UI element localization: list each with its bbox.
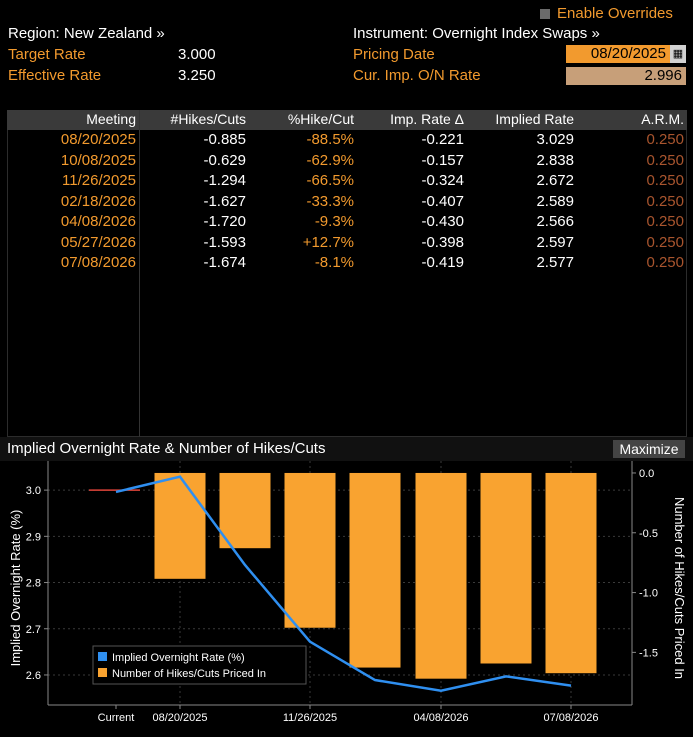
col-meeting-cell[interactable]: 11/26/2025 (62, 172, 136, 189)
instrument-selector[interactable]: Instrument: Overnight Index Swaps » (353, 25, 600, 42)
right-tick-label: -1.5 (639, 647, 658, 659)
onrate-input[interactable]: 2.996 (566, 67, 686, 85)
x-tick-label: Current (98, 712, 135, 724)
col-pct-hike-cut-cell: -9.3% (314, 213, 354, 230)
legend-box (92, 645, 307, 685)
legend-swatch-bar (98, 668, 107, 677)
legend-label-bar: Number of Hikes/Cuts Priced In (112, 668, 266, 680)
left-tick-label: 2.7 (26, 624, 41, 636)
x-tick-label: 08/20/2025 (152, 712, 207, 724)
col-imp-rate-delta-cell: -0.407 (421, 192, 464, 210)
col-meeting-cell[interactable]: 10/08/2025 (60, 151, 136, 169)
col-hikes-cuts-cell: -1.720 (203, 213, 246, 230)
col-imp-rate-delta-cell: -0.324 (421, 172, 464, 189)
col-arm-cell: 0.250 (646, 254, 684, 271)
col-arm-cell: 0.250 (646, 213, 684, 230)
col-pct-hike-cut-header[interactable]: %Hike/Cut (287, 111, 354, 127)
left-axis-title: Implied Overnight Rate (%) (8, 510, 23, 667)
region-selector[interactable]: Region: New Zealand » (8, 25, 165, 42)
right-tick-label: -1.0 (639, 588, 658, 600)
col-arm-cell: 0.250 (646, 192, 684, 210)
col-arm-cell: 0.250 (646, 131, 684, 148)
effective-rate-value: 3.250 (178, 67, 216, 84)
col-meeting-cell[interactable]: 07/08/2026 (60, 254, 136, 271)
col-implied-rate-cell: 2.589 (536, 192, 574, 210)
right-axis-title: Number of Hikes/Cuts Priced In (672, 497, 687, 679)
meetings-table (7, 110, 687, 437)
hikes-cuts-bar (545, 472, 597, 674)
col-imp-rate-delta-cell: -0.157 (421, 151, 464, 169)
left-tick-label: 2.8 (26, 578, 41, 590)
col-arm-header[interactable]: A.R.M. (641, 111, 684, 127)
col-meeting-cell[interactable]: 08/20/2025 (60, 131, 136, 148)
col-imp-rate-delta-header[interactable]: Imp. Rate Δ (390, 111, 464, 127)
x-tick-label: 07/08/2026 (543, 712, 598, 724)
x-tick-label: 04/08/2026 (413, 712, 468, 724)
hikes-cuts-bar (219, 472, 271, 549)
col-implied-rate-cell: 2.577 (536, 254, 574, 271)
col-pct-hike-cut-cell: -62.9% (306, 151, 354, 169)
col-meeting-header[interactable]: Meeting (86, 111, 136, 127)
left-tick-label: 3.0 (26, 485, 41, 497)
col-meeting-cell[interactable]: 02/18/2026 (60, 192, 136, 210)
col-pct-hike-cut-cell: -33.3% (306, 192, 354, 210)
rate-chart: 2.6 2.7 2.8 2.9 3.0 -1.5 -1.0 -0.5 0.0 Current 08/… (8, 461, 687, 724)
col-arm-cell: 0.250 (646, 151, 684, 169)
col-implied-rate-cell: 2.597 (536, 233, 574, 251)
col-pct-hike-cut-cell: -88.5% (306, 131, 354, 148)
col-arm-cell: 0.250 (646, 233, 684, 251)
hikes-cuts-bar (154, 472, 206, 579)
table-header (7, 110, 687, 130)
onrate-label: Cur. Imp. O/N Rate (353, 67, 481, 84)
col-pct-hike-cut-cell: +12.7% (302, 233, 354, 251)
target-rate-label: Target Rate (8, 46, 86, 63)
x-tick-label: 11/26/2025 (283, 712, 337, 724)
enable-overrides-checkbox[interactable] (540, 9, 550, 19)
hikes-cuts-bar (480, 472, 532, 664)
right-tick-label: -0.5 (639, 528, 658, 540)
col-arm-cell: 0.250 (646, 172, 684, 189)
col-hikes-cuts-header[interactable]: #Hikes/Cuts (170, 111, 246, 127)
left-tick-label: 2.6 (26, 670, 41, 682)
col-hikes-cuts-cell: -0.629 (203, 151, 246, 169)
col-imp-rate-delta-cell: -0.398 (421, 233, 464, 251)
enable-overrides-label[interactable]: Enable Overrides (557, 5, 673, 22)
right-tick-label: 0.0 (639, 468, 654, 480)
col-implied-rate-cell: 2.838 (536, 151, 574, 169)
column-divider (139, 110, 140, 437)
col-pct-hike-cut-cell: -8.1% (314, 254, 354, 271)
chart-header (0, 437, 693, 461)
legend-swatch-line (98, 652, 107, 661)
calendar-icon[interactable]: ▦ (670, 45, 686, 63)
chart-title: Implied Overnight Rate & Number of Hikes… (7, 440, 326, 457)
left-tick-label: 2.9 (26, 531, 41, 543)
col-pct-hike-cut-cell: -66.5% (306, 172, 354, 189)
col-hikes-cuts-cell: -1.294 (203, 172, 246, 189)
col-implied-rate-cell: 3.029 (536, 131, 574, 148)
col-hikes-cuts-cell: -1.593 (203, 233, 246, 251)
hikes-cuts-bar (415, 472, 467, 679)
hikes-cuts-bar (349, 472, 401, 668)
col-implied-rate-cell: 2.672 (536, 172, 574, 189)
maximize-button[interactable]: Maximize (613, 440, 685, 458)
col-imp-rate-delta-cell: -0.430 (421, 213, 464, 230)
col-implied-rate-header[interactable]: Implied Rate (495, 111, 574, 127)
col-implied-rate-cell: 2.566 (536, 213, 574, 230)
legend-label-line: Implied Overnight Rate (%) (112, 652, 245, 664)
chart-area: 2.6 2.7 2.8 2.9 3.0 -1.5 -1.0 -0.5 0.0 Current 08/… (0, 461, 693, 733)
pricing-date-input[interactable]: 08/20/2025 (566, 45, 670, 63)
implied-rate-line (115, 475, 572, 692)
col-meeting-cell[interactable]: 04/08/2026 (60, 213, 136, 230)
hikes-cuts-bar (284, 472, 336, 628)
col-imp-rate-delta-cell: -0.419 (421, 254, 464, 271)
effective-rate-label: Effective Rate (8, 67, 102, 84)
col-hikes-cuts-cell: -1.627 (203, 192, 246, 210)
col-imp-rate-delta-cell: -0.221 (421, 131, 464, 148)
col-hikes-cuts-cell: -1.674 (203, 254, 246, 271)
col-hikes-cuts-cell: -0.885 (203, 131, 246, 148)
target-rate-value: 3.000 (178, 46, 216, 63)
col-meeting-cell[interactable]: 05/27/2026 (60, 233, 136, 251)
pricing-date-label: Pricing Date (353, 46, 435, 63)
